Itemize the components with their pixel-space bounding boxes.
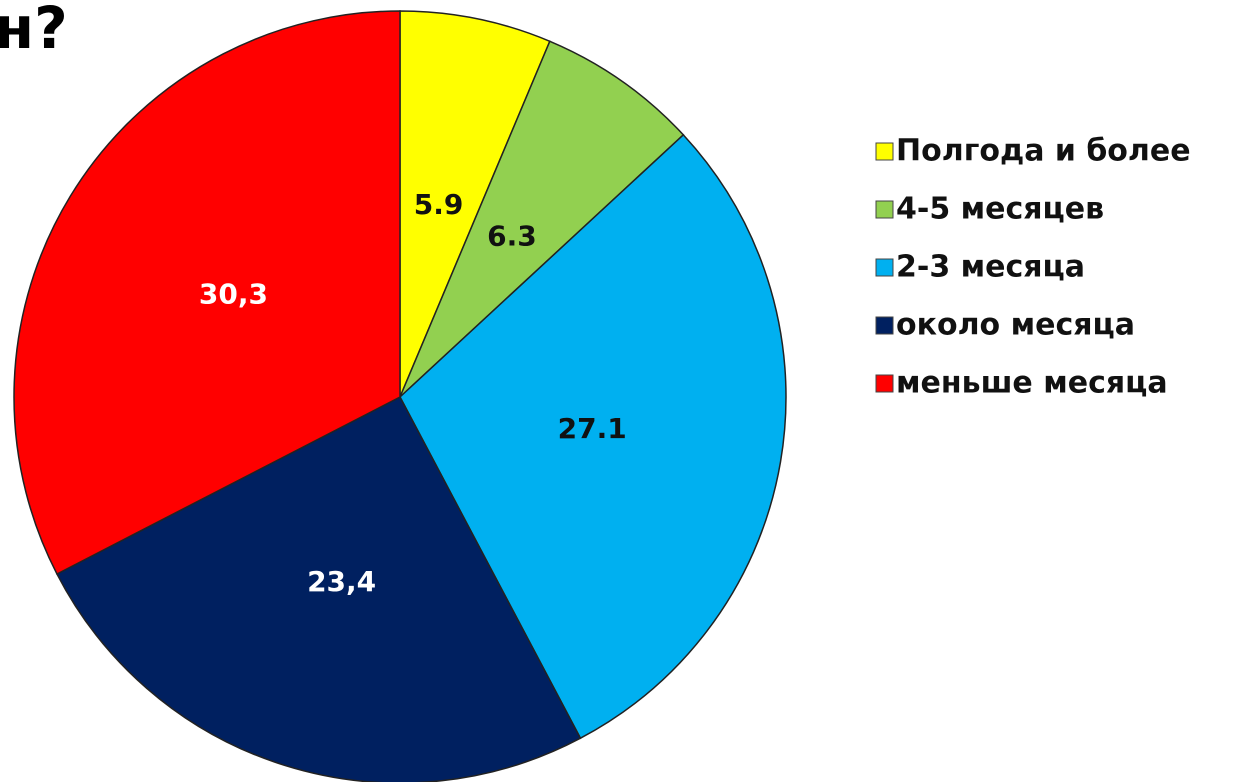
- legend-swatch: [875, 316, 894, 335]
- legend-swatch: [875, 258, 894, 277]
- pie-slice: [399, 40, 685, 398]
- legend-swatch: [875, 374, 894, 393]
- data-label: 5.9: [414, 188, 464, 221]
- pie-slice: [399, 10, 551, 398]
- data-label: 23,4: [307, 565, 376, 598]
- data-label: 6.3: [487, 219, 537, 252]
- legend-label: Полгода и более: [896, 134, 1191, 169]
- legend-label: 2-3 месяца: [896, 250, 1085, 285]
- legend-label: меньше месяца: [896, 366, 1168, 401]
- pie-slice: [13, 10, 401, 575]
- data-label: 30,3: [199, 278, 268, 311]
- legend-swatch: [875, 142, 894, 161]
- legend-swatch: [875, 200, 894, 219]
- legend-label: около месяца: [896, 308, 1135, 343]
- pie-slice: [55, 395, 582, 782]
- chart-title: н?: [0, 0, 68, 62]
- legend-label: 4-5 месяцев: [896, 192, 1104, 227]
- pie-slice: [399, 133, 787, 740]
- data-label: 27.1: [558, 412, 627, 445]
